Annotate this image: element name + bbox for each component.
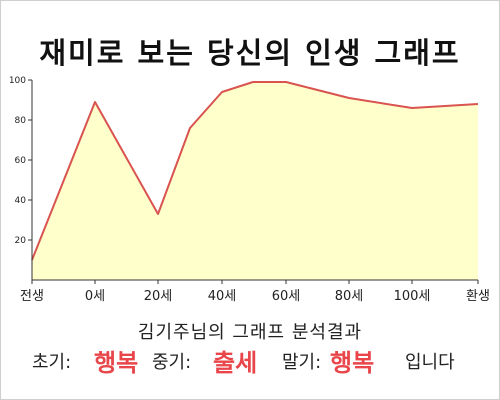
y-tick-label: 80	[15, 116, 27, 126]
x-tick-label: 환생	[466, 289, 490, 304]
early-value: 행복	[94, 349, 139, 377]
life-line	[31, 81, 479, 261]
ending-text: 입니다	[405, 352, 455, 373]
mid-value: 출세	[213, 349, 258, 377]
x-tick-label: 80세	[335, 289, 364, 304]
y-tick-label: 100	[9, 76, 26, 86]
x-tick-label: 20세	[144, 289, 173, 304]
late-value: 행복	[330, 349, 375, 377]
y-tick-label: 20	[15, 236, 27, 246]
late-label: 말기:	[282, 352, 322, 373]
y-tick-label: 40	[15, 196, 27, 206]
x-tick-label: 전생	[20, 289, 44, 304]
chart-title: 재미로 보는 당신의 인생 그래프	[39, 36, 461, 70]
x-tick-label: 40세	[208, 289, 237, 304]
y-tick-label: 60	[15, 156, 27, 166]
x-tick-label: 60세	[272, 289, 301, 304]
result-heading: 김기주님의 그래프 분석결과	[137, 322, 363, 343]
x-tick-label: 100세	[394, 289, 431, 304]
mid-label: 중기:	[152, 352, 192, 373]
x-tick-label: 0세	[85, 289, 105, 304]
area-fill	[32, 82, 478, 280]
early-label: 초기:	[32, 352, 72, 373]
